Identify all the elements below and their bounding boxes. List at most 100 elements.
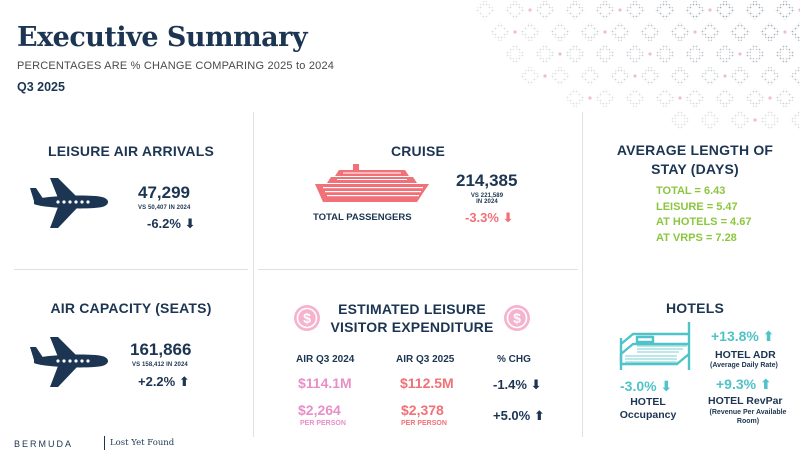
pattern-diamond: [714, 0, 736, 21]
pattern-dot: [708, 8, 712, 12]
pattern-diamond: [549, 21, 571, 43]
pattern-dot: [648, 52, 652, 56]
pattern-dot: [783, 30, 787, 34]
quarter-label: Q3 2025: [17, 80, 65, 94]
pattern-diamond: [729, 21, 751, 43]
pattern-diamond: [744, 87, 766, 109]
footer-tagline: Lost Yet Found: [110, 438, 175, 448]
pattern-diamond: [504, 0, 526, 21]
decorative-pattern: [474, 0, 800, 131]
adr-change: +13.8% ⬆: [711, 328, 775, 344]
pattern-diamond: [789, 109, 800, 131]
cruise-label: TOTAL PASSENGERS: [313, 212, 412, 223]
pattern-diamond: [609, 21, 631, 43]
adr-sub: (Average Daily Rate): [710, 362, 778, 369]
footer-divider: [104, 436, 105, 450]
expenditure-heading: ESTIMATED LEISURE VISITOR EXPENDITURE: [330, 301, 494, 335]
pattern-diamond: [699, 21, 721, 43]
arrow-down-icon: ⬇: [530, 377, 542, 392]
airplane-icon: [30, 337, 108, 387]
pattern-diamond: [579, 65, 601, 87]
pattern-diamond: [489, 21, 511, 43]
pattern-diamond: [609, 65, 631, 87]
air-capacity-change: +2.2% ⬆: [138, 374, 190, 389]
pattern-dot: [738, 52, 742, 56]
pattern-diamond: [789, 21, 800, 43]
adr-label: HOTEL ADR: [715, 349, 776, 361]
pattern-diamond: [669, 65, 691, 87]
col-pct-chg: % CHG: [497, 354, 531, 365]
pattern-diamond: [624, 43, 646, 65]
pattern-diamond: [744, 0, 766, 21]
stay-total: TOTAL = 6.43: [656, 185, 726, 197]
arrow-up-icon: ⬆: [762, 328, 775, 344]
pattern-diamond: [759, 21, 781, 43]
pattern-dot: [603, 30, 607, 34]
bed-icon: [619, 322, 691, 370]
stay-list: TOTAL = 6.43 LEISURE = 5.47 AT HOTELS = …: [656, 184, 751, 246]
air-capacity-comparison: VS 158,412 IN 2024: [132, 362, 188, 368]
pattern-diamond: [654, 87, 676, 109]
pattern-diamond: [624, 87, 646, 109]
pattern-diamond: [594, 0, 616, 21]
pattern-diamond: [744, 43, 766, 65]
pattern-dot: [723, 74, 727, 78]
pattern-diamond: [654, 43, 676, 65]
cruise-comparison: VS 221,589 IN 2024: [470, 193, 504, 205]
airplane-icon: [30, 178, 108, 228]
cruise-value: 214,385: [456, 171, 518, 190]
pattern-diamond: [639, 21, 661, 43]
pattern-dot: [528, 8, 532, 12]
arrow-up-icon: ⬆: [533, 408, 545, 423]
leisure-air-comparison: VS 50,407 IN 2024: [138, 205, 191, 211]
pattern-diamond: [759, 109, 781, 131]
pattern-diamond: [564, 87, 586, 109]
svg-text:$: $: [303, 310, 311, 326]
pattern-diamond: [594, 43, 616, 65]
arrow-down-icon: ⬇: [184, 216, 196, 231]
leisure-air-change: -6.2% ⬇: [147, 216, 196, 231]
pattern-diamond: [714, 43, 736, 65]
revpar-change: +9.3% ⬆: [716, 376, 772, 392]
pattern-diamond: [594, 87, 616, 109]
divider-left: [253, 112, 254, 437]
revpar-label: HOTEL RevPar: [708, 395, 783, 407]
pattern-diamond: [654, 0, 676, 21]
pattern-diamond: [639, 65, 661, 87]
pattern-diamond: [684, 0, 706, 21]
revpar-sub: (Revenue Per Available Room): [709, 409, 787, 425]
pattern-dot: [633, 74, 637, 78]
pp-2024: $2,264: [298, 402, 341, 418]
pattern-dot: [678, 96, 682, 100]
pattern-dot: [513, 30, 517, 34]
pattern-diamond: [519, 65, 541, 87]
pattern-dot: [588, 96, 592, 100]
arrow-down-icon: ⬇: [502, 210, 514, 225]
stay-hotels: AT HOTELS = 4.67: [656, 216, 752, 228]
stay-leisure: LEISURE = 5.47: [656, 200, 738, 213]
pattern-dot: [543, 74, 547, 78]
pattern-dot: [753, 118, 757, 122]
air-capacity-value: 161,866: [130, 340, 192, 359]
divider-row-mid: [258, 269, 578, 270]
pp-2025: $2,378: [401, 402, 444, 418]
page-title: Executive Summary: [17, 22, 308, 53]
pattern-diamond: [774, 87, 796, 109]
pattern-diamond: [774, 0, 796, 21]
pattern-diamond: [714, 87, 736, 109]
air-capacity-heading: AIR CAPACITY (SEATS): [50, 300, 212, 316]
pattern-diamond: [669, 109, 691, 131]
divider-right: [582, 112, 583, 437]
pattern-diamond: [669, 21, 691, 43]
pattern-diamond: [789, 65, 800, 87]
arrow-down-icon: ⬇: [660, 378, 673, 394]
divider-row-left: [14, 269, 248, 270]
occupancy-label: HOTEL Occupancy: [619, 396, 677, 421]
pattern-dot: [693, 30, 697, 34]
arrow-up-icon: ⬆: [759, 376, 772, 392]
pattern-diamond: [534, 43, 556, 65]
cruise-ship-icon: [315, 164, 429, 202]
hotels-heading: HOTELS: [666, 300, 724, 316]
arrow-up-icon: ⬆: [178, 374, 190, 389]
occupancy-change: -3.0% ⬇: [620, 378, 673, 394]
